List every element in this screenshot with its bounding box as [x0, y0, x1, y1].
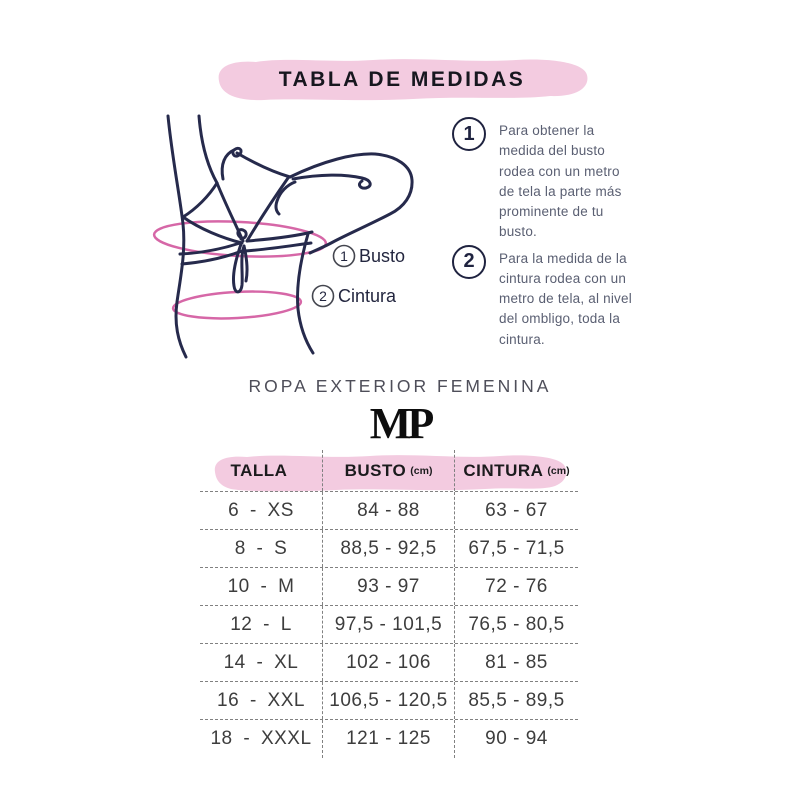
talla-value: 10 - M [200, 568, 323, 605]
step-2-number-badge: 2 [452, 244, 486, 279]
busto-header-label: BUSTO [344, 460, 407, 480]
talla-value: 16 - XXL [200, 682, 323, 719]
cintura-header-label: CINTURA [463, 460, 544, 480]
instruction-step-2: 2 Para la medida de la cintura rodea con… [452, 244, 642, 350]
column-header-talla: TALLA [200, 450, 323, 491]
talla-value: 14 - XL [200, 644, 323, 681]
talla-value: 6 - XS [200, 492, 323, 529]
waist-measure-ellipse [171, 290, 303, 320]
measuring-instructions: 1 Para obtener la medida del busto rodea… [452, 117, 642, 352]
cintura-value: 81 - 85 [485, 651, 548, 673]
column-header-busto: BUSTO (cm) [323, 450, 455, 491]
bust-label: 1 Busto [332, 244, 405, 268]
body-outline [166, 114, 414, 359]
table-row: 6 - XS 84 - 88 63 - 67 [200, 492, 578, 530]
cintura-value: 90 - 94 [485, 728, 548, 749]
bust-number: 1 [340, 248, 348, 264]
section-title: ROPA EXTERIOR FEMENINA [248, 376, 552, 396]
step-1-text: Para obtener la medida del busto rodea c… [499, 123, 622, 240]
bust-measure-ellipse [152, 220, 328, 258]
instruction-step-1: 1 Para obtener la medida del busto rodea… [452, 117, 642, 243]
torso-illustration: 1 Busto 2 Cintura [152, 114, 414, 359]
bust-label-text: Busto [359, 246, 405, 266]
table-header-row: TALLA BUSTO (cm) CINTURA (cm) [200, 450, 578, 492]
busto-value: 84 - 88 [323, 492, 455, 529]
table-row: 18 - XXXL 121 - 125 90 - 94 [200, 720, 578, 758]
cintura-value: 67,5 - 71,5 [468, 537, 565, 559]
cintura-unit: (cm) [547, 464, 570, 477]
table-row: 16 - XXL 106,5 - 120,5 85,5 - 89,5 [200, 682, 578, 720]
waist-label: 2 Cintura [311, 284, 397, 308]
title-banner: TABLA DE MEDIDAS [198, 54, 606, 106]
busto-value: 102 - 106 [323, 644, 455, 681]
talla-value: 12 - L [200, 606, 323, 643]
table-row: 8 - S 88,5 - 92,5 67,5 - 71,5 [200, 530, 578, 568]
busto-value: 97,5 - 101,5 [323, 606, 455, 643]
size-table: TALLA BUSTO (cm) CINTURA (cm) 6 - XS 84 - … [200, 450, 578, 758]
busto-value: 88,5 - 92,5 [323, 530, 455, 567]
busto-value: 106,5 - 120,5 [323, 682, 455, 719]
step-2-text: Para la medida de la cintura rodea con u… [499, 250, 632, 347]
title-blob-shape [218, 59, 588, 101]
talla-value: 18 - XXXL [200, 720, 323, 758]
waist-number: 2 [319, 288, 327, 304]
talla-header-label: TALLA [230, 460, 288, 480]
talla-value: 8 - S [200, 530, 323, 567]
table-row: 14 - XL 102 - 106 81 - 85 [200, 644, 578, 682]
table-header-blob-shape [214, 455, 567, 492]
bust-number-circle [332, 244, 356, 268]
busto-unit: (cm) [410, 464, 433, 477]
column-header-cintura: CINTURA (cm) [455, 450, 578, 491]
table-row: 10 - M 93 - 97 72 - 76 [200, 568, 578, 606]
brand-logo: MP [369, 399, 434, 448]
cintura-value: 76,5 - 80,5 [468, 613, 565, 635]
table-row: 12 - L 97,5 - 101,5 76,5 - 80,5 [200, 606, 578, 644]
waist-number-circle [311, 284, 335, 308]
cintura-value: 72 - 76 [485, 575, 548, 597]
step-1-number-badge: 1 [452, 117, 486, 151]
waist-label-text: Cintura [338, 286, 397, 306]
page-title: TABLA DE MEDIDAS [278, 68, 526, 91]
cintura-value: 85,5 - 89,5 [468, 689, 565, 711]
busto-value: 121 - 125 [323, 720, 455, 758]
cintura-value: 63 - 67 [485, 499, 548, 521]
busto-value: 93 - 97 [323, 568, 455, 605]
